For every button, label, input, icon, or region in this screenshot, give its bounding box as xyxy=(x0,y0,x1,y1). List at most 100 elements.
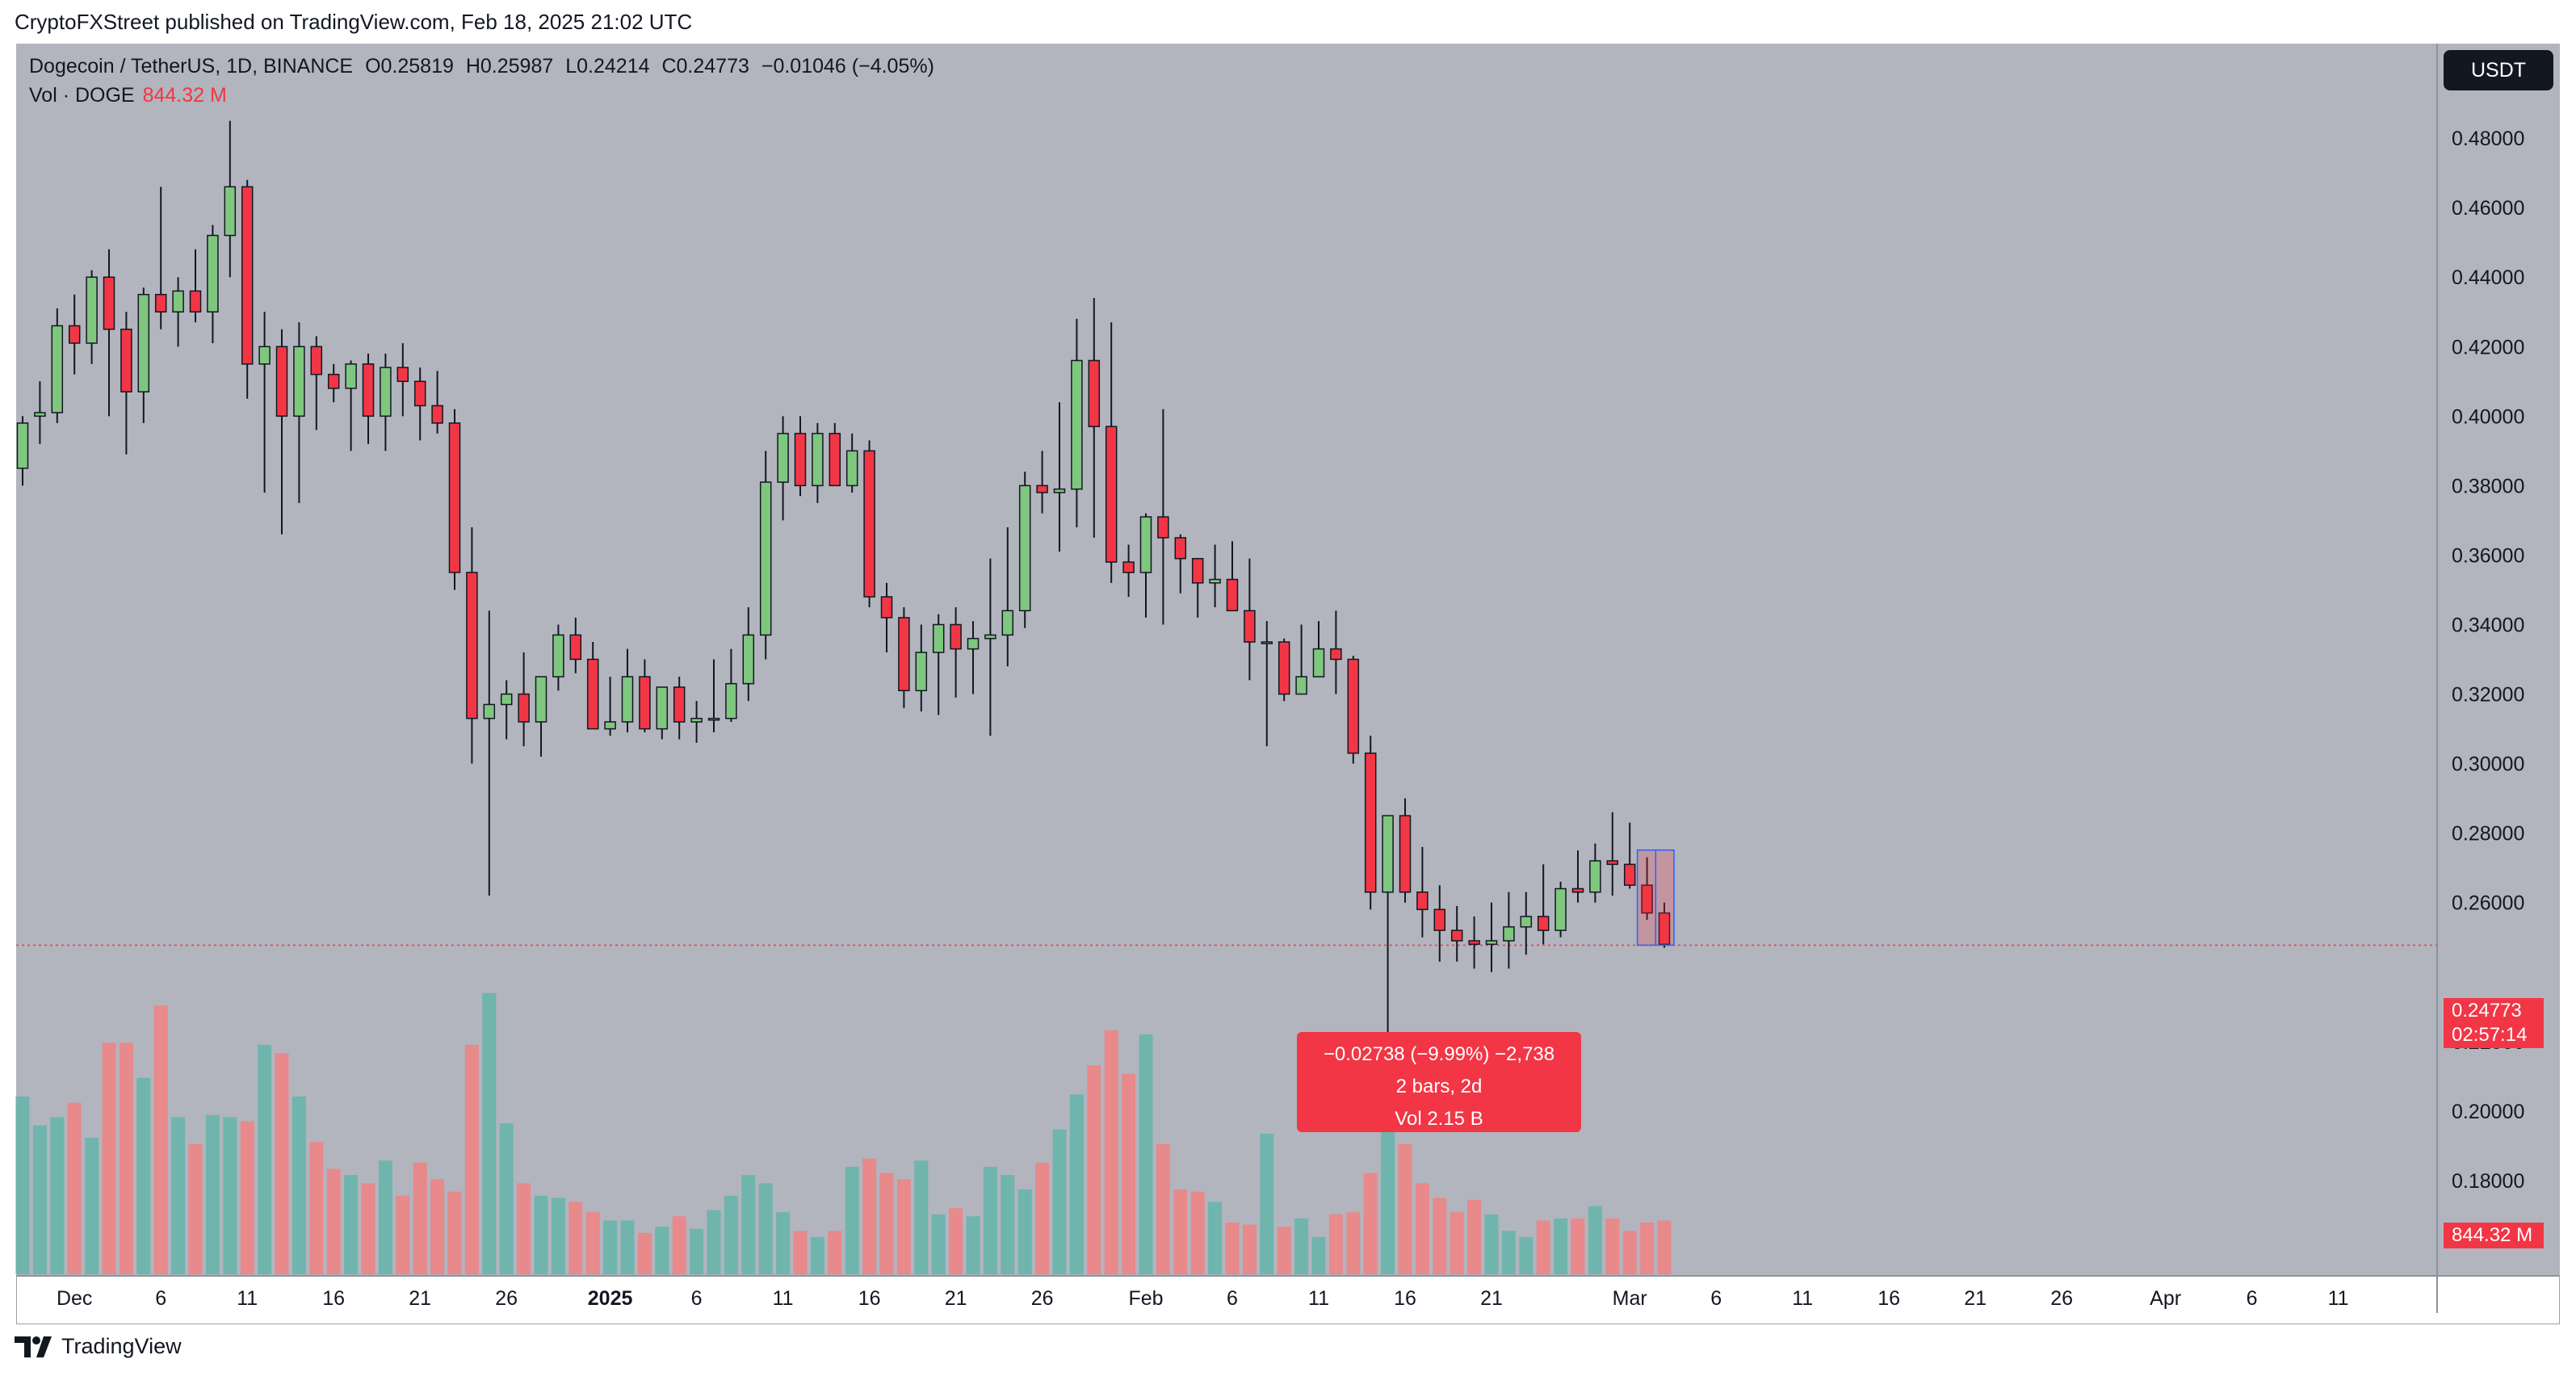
candle-body xyxy=(413,380,426,407)
volume-bar xyxy=(430,1179,445,1274)
candle-body xyxy=(241,186,254,365)
x-tick-label: 26 xyxy=(495,1287,518,1310)
candle-body xyxy=(431,405,443,424)
x-tick-label: 6 xyxy=(155,1287,166,1310)
volume-bar xyxy=(85,1138,99,1274)
volume-bar xyxy=(240,1121,254,1274)
x-tick-label: 11 xyxy=(2328,1287,2349,1310)
volume-bar xyxy=(845,1166,859,1274)
volume-legend-label[interactable]: Vol · DOGE xyxy=(29,84,135,107)
volume-bar xyxy=(396,1195,410,1274)
volume-bar xyxy=(153,1005,168,1274)
candle-body xyxy=(275,346,288,417)
candle-body xyxy=(1036,485,1048,493)
y-tick-label: 0.20000 xyxy=(2452,1101,2524,1123)
currency-button[interactable]: USDT xyxy=(2444,50,2553,90)
volume-bar xyxy=(672,1216,686,1274)
volume-bar xyxy=(1225,1223,1240,1274)
candle-body xyxy=(207,234,219,313)
candle-body xyxy=(154,293,167,313)
volume-bar xyxy=(517,1183,531,1274)
candle-body xyxy=(950,623,962,650)
candle-body xyxy=(1433,908,1446,931)
candle-body xyxy=(1364,752,1377,893)
measure-volume: Vol 2.15 B xyxy=(1395,1108,1483,1130)
x-tick-label: 6 xyxy=(2247,1287,2258,1310)
candle-body xyxy=(1330,648,1342,661)
candle-body xyxy=(863,450,875,598)
volume-bar xyxy=(983,1166,997,1274)
volume-bar xyxy=(793,1231,808,1274)
volume-bar xyxy=(1001,1175,1015,1274)
candle-body xyxy=(345,363,357,389)
volume-bar xyxy=(724,1195,738,1274)
volume-bar xyxy=(378,1160,392,1274)
x-tick-label: 21 xyxy=(945,1287,967,1310)
plot-area xyxy=(16,44,2437,1276)
candle-body xyxy=(1520,916,1533,928)
volume-bar xyxy=(361,1183,375,1274)
candle-body xyxy=(569,634,582,661)
volume-bar xyxy=(1087,1065,1101,1274)
volume-bar xyxy=(568,1202,583,1274)
x-tick-label: 16 xyxy=(1877,1287,1900,1310)
candle-body xyxy=(742,634,755,685)
candle-body xyxy=(621,676,634,723)
volume-bar xyxy=(102,1042,116,1274)
candle-body xyxy=(1450,929,1463,942)
volume-bar xyxy=(1122,1073,1136,1274)
candle-body xyxy=(1399,815,1412,893)
tradingview-brand[interactable]: TradingView xyxy=(15,1334,182,1359)
volume-bar xyxy=(1277,1227,1291,1274)
legend-symbol[interactable]: Dogecoin / TetherUS, 1D, BINANCE xyxy=(29,55,354,78)
candle-body xyxy=(68,325,81,344)
volume-bar xyxy=(223,1117,237,1274)
volume-bar xyxy=(637,1232,652,1274)
candle-body xyxy=(777,433,789,483)
candle-body xyxy=(1623,863,1636,886)
x-tick-label: 11 xyxy=(773,1287,794,1310)
volume-bar xyxy=(136,1077,151,1274)
volume-bar xyxy=(949,1208,963,1274)
y-tick-label: 0.36000 xyxy=(2452,544,2524,567)
volume-bar xyxy=(1242,1224,1257,1274)
candle-body xyxy=(1537,916,1550,931)
volume-bar xyxy=(1363,1173,1378,1274)
candle-body xyxy=(1468,940,1480,946)
candle-body xyxy=(586,658,599,730)
volume-bar xyxy=(1035,1162,1050,1274)
candle-body xyxy=(690,717,703,723)
x-tick-label: 6 xyxy=(1227,1287,1238,1310)
candle-body xyxy=(1209,578,1221,584)
volume-legend: Vol · DOGE 844.32 M xyxy=(29,84,227,107)
volume-bar xyxy=(309,1142,324,1274)
candle-body xyxy=(656,686,669,730)
candle-body xyxy=(103,276,115,330)
candle-body xyxy=(1226,578,1239,612)
candle-body xyxy=(845,450,858,487)
candle-body xyxy=(258,346,271,365)
candle-body xyxy=(51,325,64,413)
volume-bar xyxy=(1346,1212,1361,1274)
x-tick-label: 21 xyxy=(1964,1287,1987,1310)
x-tick-label: 16 xyxy=(858,1287,881,1310)
volume-bar xyxy=(413,1162,427,1274)
candle-body xyxy=(1571,887,1584,893)
y-tick-label: 0.30000 xyxy=(2452,753,2524,776)
volume-bar xyxy=(551,1198,565,1274)
volume-bar xyxy=(1450,1212,1464,1274)
volume-price-tag: 844.32 M xyxy=(2444,1223,2544,1248)
candle-body xyxy=(794,433,807,487)
x-tick-label: 26 xyxy=(2050,1287,2073,1310)
candle-body xyxy=(1658,912,1671,946)
x-tick-label: 16 xyxy=(1394,1287,1416,1310)
candle-body xyxy=(396,367,409,383)
legend-open: O0.25819 xyxy=(365,55,454,78)
volume-bar xyxy=(447,1191,462,1274)
measure-tooltip: −0.02738 (−9.99%) −2,738 2 bars, 2d Vol … xyxy=(1297,1032,1581,1132)
candle-body xyxy=(172,290,184,313)
x-tick-label: 21 xyxy=(409,1287,431,1310)
y-tick-label: 0.44000 xyxy=(2452,266,2524,289)
candle-body xyxy=(984,634,996,640)
